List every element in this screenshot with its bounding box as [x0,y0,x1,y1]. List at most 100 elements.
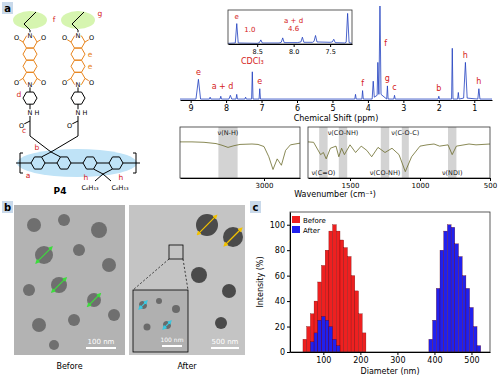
y-axis: 020406080100 [270,213,291,358]
frame [308,127,490,178]
tick: 60 [275,272,290,281]
bond [45,163,57,164]
tick-mark [360,352,361,355]
annotation: b [436,84,441,93]
bond [30,116,31,136]
tick-label: 3000 [256,182,274,190]
histogram-bar [310,314,314,352]
axis-line [291,352,491,353]
tick-mark [297,100,298,103]
tick-label: 1000 [412,182,430,190]
plot-area [308,127,490,178]
chart: 3000ν(N-H) [180,127,301,190]
inset-image [133,290,188,352]
frame [228,10,352,44]
tick-mark [257,44,258,47]
atom-label: H [35,109,40,117]
plot-area [180,127,300,178]
particle [222,284,236,298]
chart: 987654321CDCl₃ea + deffgcbhhChemical Shi… [180,6,493,123]
annotation: h [476,77,481,86]
histogram-bar [429,339,433,352]
band [218,127,237,178]
histogram-bar [333,225,337,352]
particle [32,318,46,332]
frame [290,212,490,352]
substituent: C₆H₁₃ [111,184,129,192]
tick-mark [490,178,491,181]
ring [109,157,123,169]
panel-label-box [2,201,13,213]
ring [23,92,37,104]
histogram-bar [477,346,481,352]
tick-label: 40 [275,297,285,306]
tick: 200 [353,352,368,365]
tick-label: 0 [280,348,285,357]
chart: 15001000500ν(C=O)ν(CO-NH)ν(CO-NH)ν(C-O-C… [294,127,497,199]
ring [23,60,37,72]
particle [35,246,53,264]
tick: 3000 [256,178,274,190]
proton-label: h [119,173,124,182]
ring [83,157,97,169]
tick-mark [287,327,290,328]
tick-mark [287,276,290,277]
figure: abcOOOONNNHOOOOONNNHOC₆H₁₃C₆H₁₃P4eedcbaf… [0,0,500,377]
tick-mark [191,100,192,103]
tick: 9 [189,100,194,113]
structure: OOOONNNHOOOOONNNHOC₆H₁₃C₆H₁₃P4eedcbafghh [13,9,140,196]
tick-label: 3 [401,104,406,113]
particle [23,284,35,296]
tick: 80 [275,246,290,255]
tick: 20 [275,323,290,332]
legend-label: After [303,227,320,235]
annotation: f [361,79,364,88]
tick-label: 1 [472,104,477,113]
histogram-bar [325,250,329,352]
tick: 5 [330,100,335,113]
tick: 8.0 [289,44,299,56]
x-axis: 987654321 [181,100,493,113]
size-arrow [198,216,216,234]
ring [71,48,85,60]
band-label: ν(CO-NH) [328,129,359,137]
annotation: e [196,68,201,77]
histogram-bar [303,339,307,352]
bracket [133,153,136,173]
particle [51,277,67,293]
histogram-bar [359,314,363,352]
histogram-bar [336,346,340,352]
tick-label: 8.0 [289,48,299,56]
histogram-bar [344,248,348,352]
tick-label: 4 [366,104,371,113]
proton-label: e [88,62,93,71]
histogram-bar [355,291,359,352]
tick-label: 60 [275,272,285,281]
size-arrow [37,248,51,262]
tem-image [14,205,125,355]
x-axis: 3000 [181,178,301,190]
atom-label: O [62,34,67,42]
particle [27,218,41,232]
atom-label: O [14,79,19,87]
histogram-bar [459,257,463,352]
bond [67,40,71,43]
tick: 7 [259,100,264,113]
band-label: ν(NDI) [442,169,463,177]
tick-label: 300 [390,356,405,365]
tick-label: 5 [330,104,335,113]
tick: 500 [484,178,497,190]
axis-line [309,178,491,179]
ring [31,157,45,169]
tick-mark [350,178,351,181]
proton-label: b [35,143,40,152]
tick-label: 80 [275,246,285,255]
tick: 2 [437,100,442,113]
particle [156,298,162,304]
tem-image [129,205,245,355]
annotation: CDCl₃ [241,57,264,66]
axis-line [290,213,291,353]
annotation: f [384,39,387,48]
annotation: g [385,74,390,83]
tick-mark [294,44,295,47]
